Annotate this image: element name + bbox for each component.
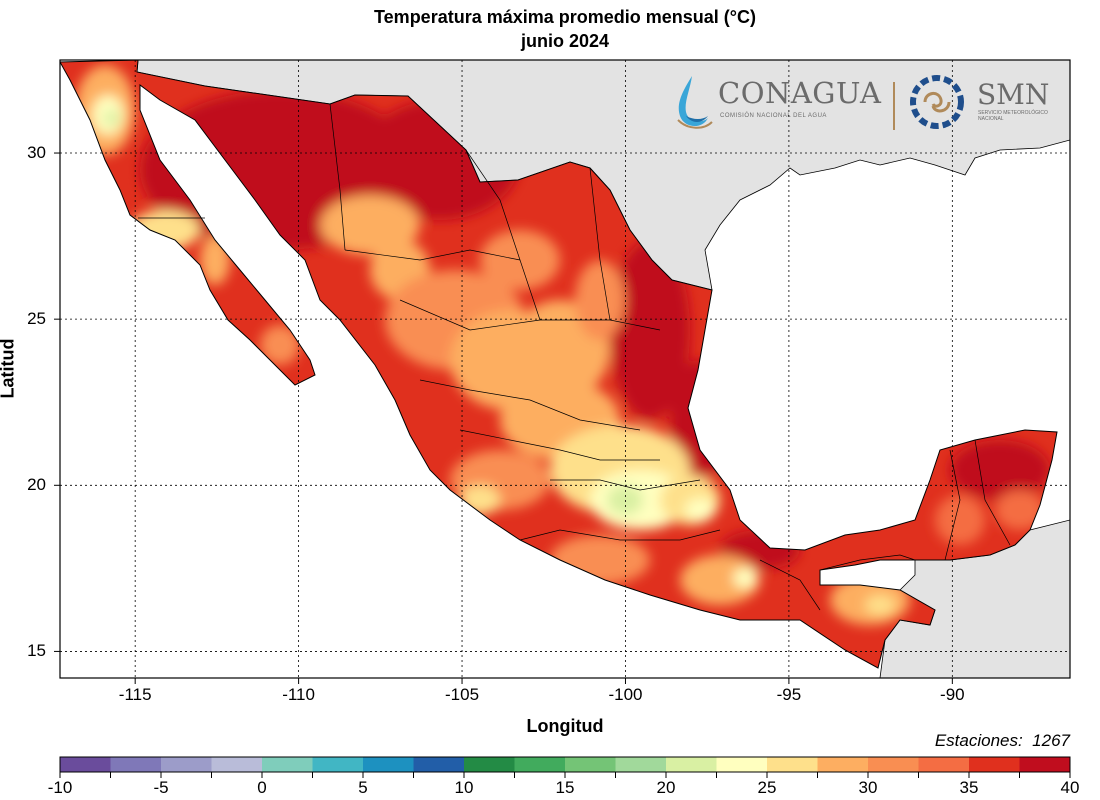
colorbar-label: 25: [757, 778, 777, 797]
y-tick-label: 25: [27, 309, 46, 329]
smn-wordmark: SMN: [977, 78, 1050, 111]
y-tick-label: 20: [27, 475, 46, 495]
colorbar-bin: [110, 757, 161, 772]
state-borders: [138, 103, 1011, 611]
colorbar-label: 15: [555, 778, 575, 797]
conagua-wordmark: CONAGUA: [718, 76, 882, 110]
colorbar-label: 5: [358, 778, 368, 797]
colorbar-label: -5: [153, 778, 169, 797]
smn-logo: SMN SERVICIO METEOROLÓGICO NACIONAL: [905, 72, 1055, 134]
colorbar-bin: [565, 757, 616, 772]
logo-divider: [893, 82, 895, 130]
colorbar: [59, 756, 1071, 778]
colorbar-bin: [767, 757, 818, 772]
x-tick-label: -90: [940, 685, 965, 704]
colorbar-bin: [1019, 757, 1070, 772]
colorbar-bin: [464, 757, 515, 772]
water-drop-icon: [677, 76, 713, 129]
smn-subtitle: SERVICIO METEOROLÓGICO NACIONAL: [978, 110, 1048, 122]
colorbar-bin: [60, 757, 111, 772]
tick-marks: [54, 152, 953, 684]
colorbar-bin: [161, 757, 212, 772]
colorbar-label: 10: [454, 778, 474, 797]
colorbar-bin: [969, 757, 1020, 772]
colorbar-bin: [918, 757, 969, 772]
x-tick-label: -110: [282, 685, 315, 704]
colorbar-bin: [615, 757, 666, 772]
y-tick-label: 15: [27, 641, 46, 661]
plot-border: [59, 59, 1071, 679]
y-tick-label: 30: [27, 143, 46, 163]
colorbar-label: -10: [47, 778, 73, 797]
conagua-logo: CONAGUA COMISIÓN NACIONAL DEL AGUA: [668, 72, 882, 134]
colorbar-label: 20: [656, 778, 676, 797]
colorbar-bin: [666, 757, 717, 772]
colorbar-bin: [363, 757, 414, 772]
conagua-subtitle: COMISIÓN NACIONAL DEL AGUA: [720, 113, 827, 119]
colorbar-label: 30: [858, 778, 878, 797]
colorbar-bin: [413, 757, 464, 772]
x-tick-label: -105: [445, 685, 480, 704]
colorbar-label: 35: [959, 778, 979, 797]
grid-lines: [60, 60, 1070, 678]
colorbar-label: 40: [1060, 778, 1080, 797]
map-subtitle: junio 2024: [520, 31, 610, 51]
colorbar-bin: [514, 757, 565, 772]
y-axis-label: Latitud: [0, 338, 18, 399]
x-tick-label: -95: [776, 685, 802, 704]
colorbar-bin: [868, 757, 919, 772]
colorbar-bin: [211, 757, 262, 772]
x-tick-label: -115: [118, 685, 152, 704]
stations-count: Estaciones: 1267: [935, 731, 1070, 751]
map-title: Temperatura máxima promedio mensual (°C): [374, 7, 756, 27]
colorbar-label: 0: [257, 778, 267, 797]
colorbar-bin: [262, 757, 313, 772]
stations-value: 1267: [1032, 731, 1070, 750]
smn-emblem-icon: [910, 75, 964, 129]
colorbar-bin: [817, 757, 868, 772]
stations-label: Estaciones:: [934, 731, 1023, 750]
x-tick-label: -100: [608, 685, 643, 704]
colorbar-bin: [716, 757, 767, 772]
x-axis-label: Longitud: [526, 716, 604, 736]
colorbar-bin: [312, 757, 363, 772]
